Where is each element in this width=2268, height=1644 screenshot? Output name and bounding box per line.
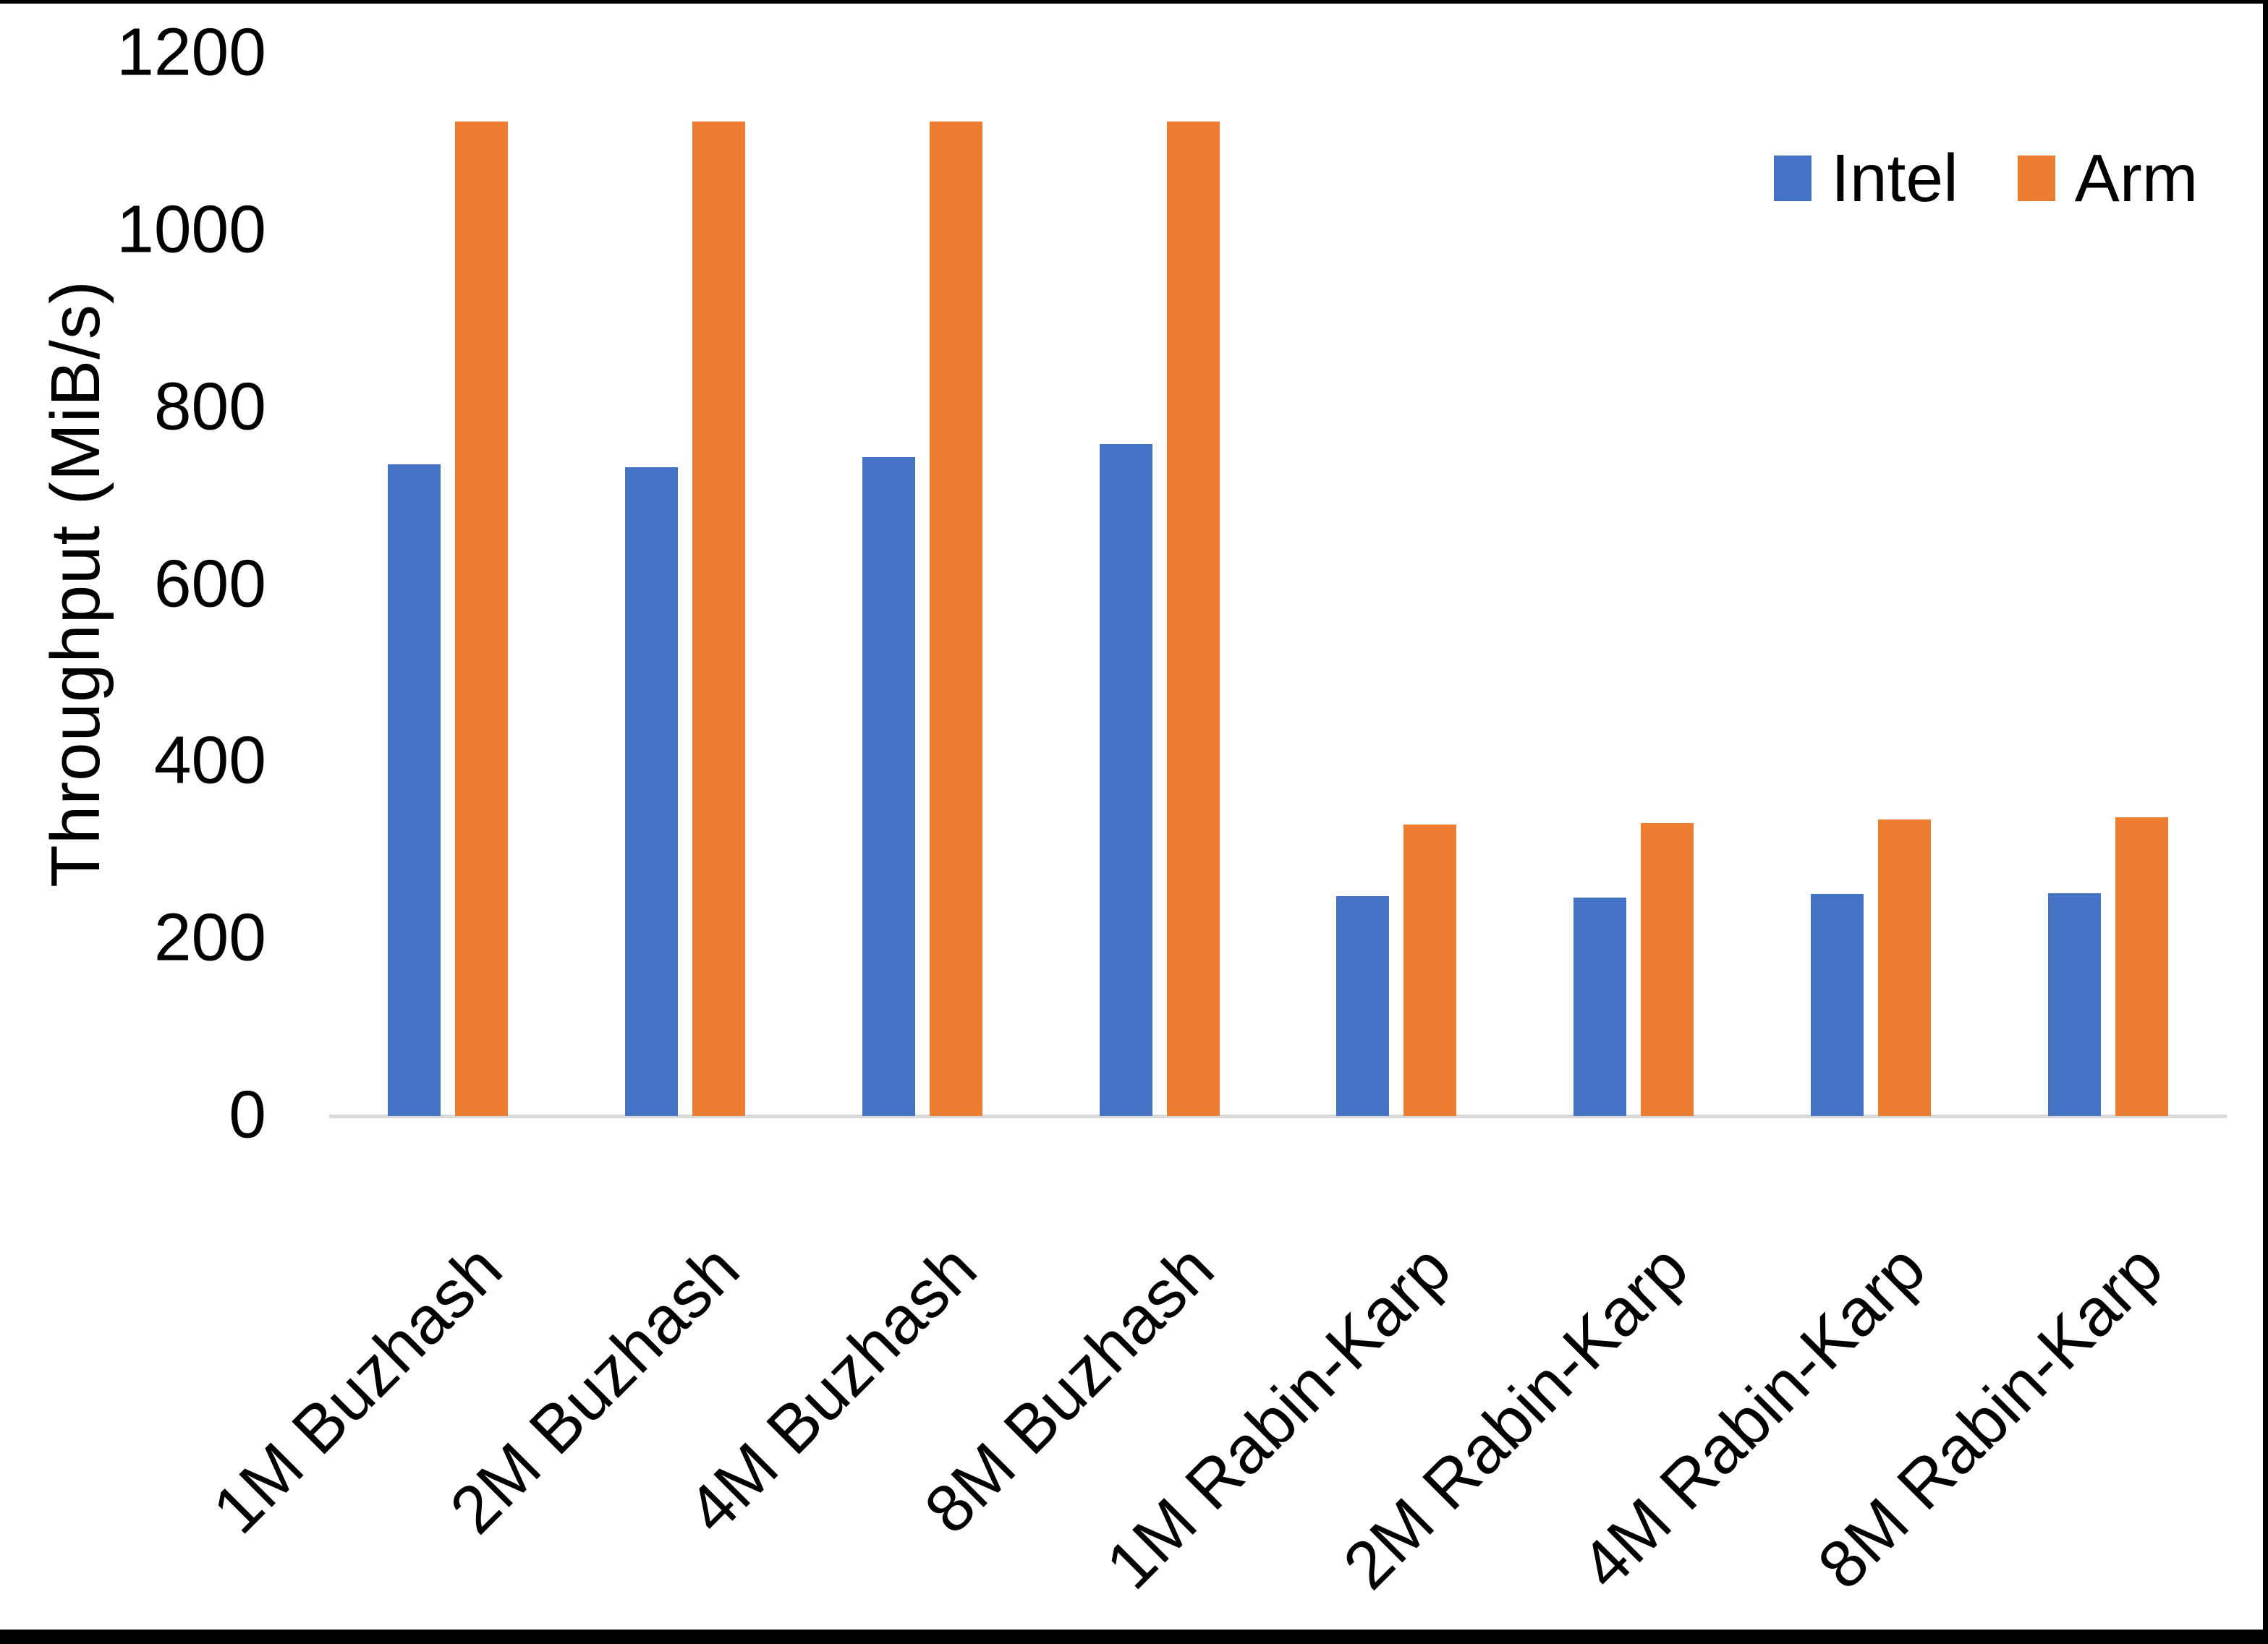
bar-intel-1m-rabin-karp	[1336, 896, 1389, 1116]
bar-intel-2m-buzhash	[625, 467, 678, 1116]
bar-arm-1m-buzhash	[455, 122, 508, 1116]
legend-swatch-intel	[1774, 156, 1812, 201]
legend: Intel Arm	[1774, 140, 2198, 217]
bar-intel-8m-rabin-karp	[2048, 893, 2101, 1116]
y-tick-label-200: 200	[153, 899, 266, 975]
x-axis-line	[329, 1115, 2227, 1118]
legend-item-intel: Intel	[1774, 140, 1958, 217]
y-tick-label-800: 800	[153, 368, 266, 444]
bar-arm-2m-rabin-karp	[1641, 823, 1694, 1116]
bar-intel-1m-buzhash	[388, 464, 441, 1116]
right-border	[2263, 0, 2268, 1644]
legend-label-intel: Intel	[1831, 140, 1958, 216]
legend-item-arm: Arm	[2017, 140, 2199, 217]
bar-intel-2m-rabin-karp	[1573, 898, 1626, 1116]
bar-intel-4m-buzhash	[862, 457, 915, 1116]
y-tick-label-600: 600	[153, 545, 266, 621]
y-tick-label-0: 0	[229, 1076, 266, 1152]
y-tick-label-400: 400	[153, 722, 266, 798]
bar-arm-4m-rabin-karp	[1878, 819, 1931, 1116]
bar-arm-1m-rabin-karp	[1403, 825, 1456, 1116]
y-tick-label-1200: 1200	[116, 14, 266, 90]
bar-arm-4m-buzhash	[930, 122, 982, 1116]
bar-arm-8m-rabin-karp	[2115, 817, 2168, 1116]
legend-label-arm: Arm	[2074, 140, 2199, 216]
bottom-border	[0, 1630, 2268, 1644]
bar-intel-8m-buzhash	[1100, 444, 1152, 1116]
bar-arm-2m-buzhash	[692, 122, 745, 1116]
bar-arm-8m-buzhash	[1167, 122, 1220, 1116]
top-border	[0, 0, 2268, 4]
y-tick-label-1000: 1000	[116, 191, 266, 267]
legend-swatch-arm	[2017, 156, 2055, 201]
bar-intel-4m-rabin-karp	[1811, 894, 1864, 1116]
